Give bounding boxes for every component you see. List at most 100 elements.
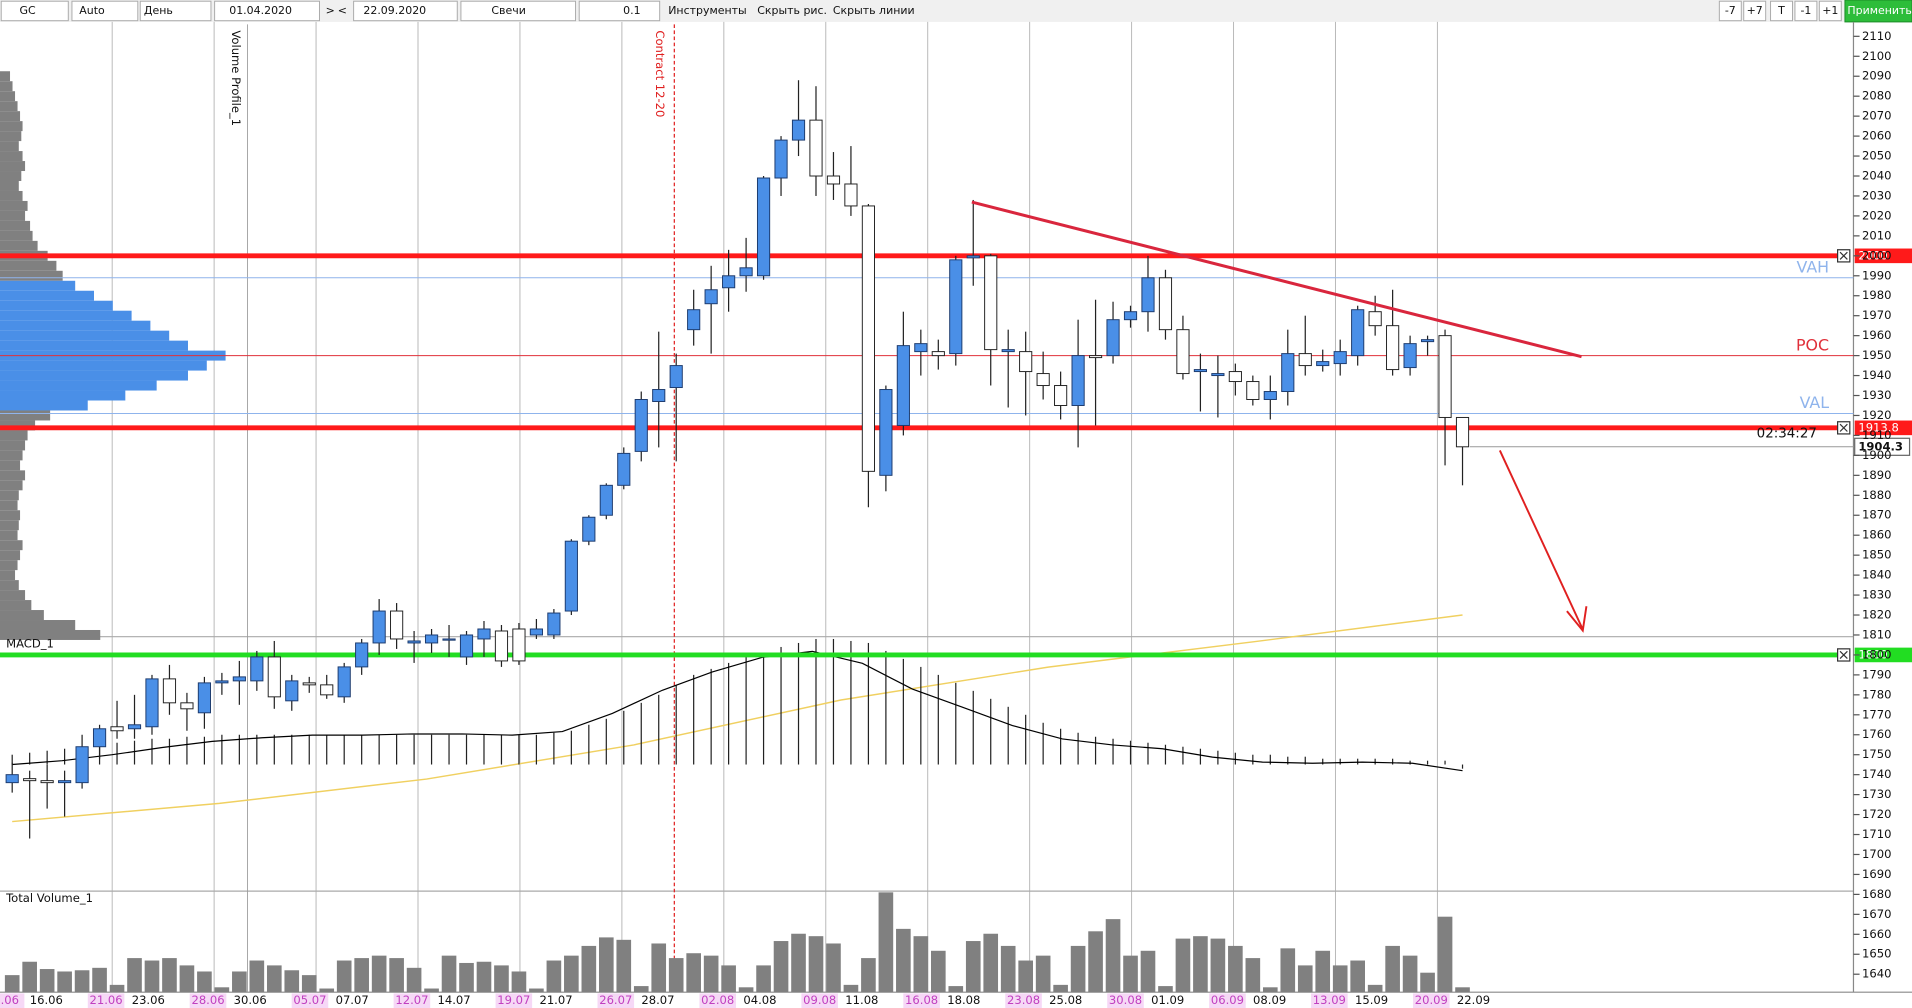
shift-button[interactable]: +7 (1747, 4, 1763, 17)
apply-button[interactable] (1844, 0, 1912, 23)
volume-bar (843, 984, 859, 993)
profile-bar (0, 490, 19, 501)
to-box[interactable] (353, 0, 458, 22)
shift-box[interactable] (1718, 0, 1742, 22)
y-tick-label: 1760 (1862, 727, 1891, 741)
shift-button[interactable]: +1 (1822, 4, 1838, 17)
candle-body (1141, 277, 1155, 313)
from-box[interactable] (214, 0, 320, 22)
volume-bar (1420, 972, 1435, 993)
shift-box[interactable] (1794, 0, 1818, 22)
from-date[interactable]: 01.04.2020 (229, 4, 292, 17)
y-tick-label: 1960 (1862, 328, 1891, 342)
volume-bar (756, 965, 771, 993)
period-box[interactable] (139, 0, 212, 22)
prev-button[interactable]: < (338, 4, 347, 17)
volume-bar (92, 967, 107, 993)
candle-body (1176, 329, 1190, 375)
y-tick-label: 1930 (1862, 388, 1891, 402)
tools-button[interactable]: Инструменты (668, 4, 746, 17)
shift-button[interactable]: -7 (1725, 4, 1736, 17)
y-tick-label: 2050 (1862, 149, 1891, 163)
profile-bar (0, 540, 23, 551)
period[interactable]: День (144, 4, 173, 17)
volume-bar (738, 987, 754, 993)
step-box[interactable] (578, 0, 661, 22)
forecast-arrow (1498, 450, 1584, 630)
x-tick-label: 20.09 (1415, 993, 1448, 1007)
volume-bar (1158, 986, 1173, 993)
y-tick-label: 2090 (1862, 69, 1891, 83)
shift-button[interactable]: T (1777, 4, 1785, 17)
y-tick-label: 1690 (1862, 867, 1891, 881)
next-button[interactable]: > (326, 4, 335, 17)
y-tick-label: 1920 (1862, 408, 1891, 422)
profile-bar (0, 390, 126, 401)
candle-body (1054, 385, 1068, 406)
volume-bar (371, 955, 387, 993)
volume-bar (424, 988, 439, 993)
last-price-label: 1904.3 (1858, 439, 1903, 453)
profile-bar (0, 310, 132, 321)
shift-button[interactable]: -1 (1800, 4, 1811, 17)
y-tick-label: 1660 (1862, 927, 1891, 941)
hide-lines-button[interactable]: Скрыть линии (833, 4, 915, 17)
y-tick-label: 1880 (1862, 488, 1891, 502)
volume-bar (179, 965, 195, 993)
step[interactable]: 0.1 (623, 4, 640, 17)
candle-body (180, 702, 194, 710)
candle-body (564, 540, 578, 612)
volume-bar (57, 971, 72, 993)
symbol-box[interactable] (0, 0, 69, 22)
profile-bar (0, 590, 26, 601)
candle-body (232, 676, 246, 682)
candle-body (337, 666, 351, 698)
weekend-label-bg (393, 993, 431, 1008)
level-label: 1913.8 (1858, 420, 1899, 434)
shift-box[interactable] (1743, 0, 1767, 22)
level-tag (1854, 647, 1912, 663)
candle-body (547, 612, 561, 636)
volume-bar (1455, 987, 1470, 993)
volume-bar (232, 971, 247, 993)
profile-bar (0, 91, 16, 102)
shift-box[interactable] (1818, 0, 1842, 22)
profile-bar (0, 370, 188, 381)
style-box[interactable] (460, 0, 577, 22)
y-tick-label: 2060 (1862, 129, 1891, 143)
profile-bar (0, 629, 101, 640)
profile-bar (0, 580, 19, 591)
volume-bar (983, 933, 999, 993)
profile-bar (0, 240, 38, 251)
shift-box[interactable] (1770, 0, 1793, 22)
profile-bar (0, 121, 23, 132)
weekend-label-bg (699, 993, 737, 1008)
scale-box[interactable] (71, 0, 139, 22)
volume-bar (861, 958, 876, 993)
x-tick-label: 25.08 (1049, 993, 1082, 1007)
candle-body (896, 345, 910, 426)
y-tick-label: 1710 (1862, 827, 1891, 841)
candle-body (652, 389, 666, 402)
y-tick-label: 2040 (1862, 169, 1891, 183)
candle-body (442, 638, 456, 641)
y-tick-label: 1780 (1862, 687, 1891, 701)
candle-body (267, 656, 281, 698)
to-date[interactable]: 22.09.2020 (363, 4, 426, 17)
x-tick-label: 26.07 (599, 993, 632, 1007)
profile-bar (0, 111, 21, 122)
profile-bar (0, 620, 76, 630)
profile-bar (0, 270, 63, 281)
candle-body (145, 678, 159, 728)
hide-drawings-button[interactable]: Скрыть рис. (757, 4, 827, 17)
apply-label[interactable]: Применить (1847, 4, 1911, 17)
profile-bar (0, 171, 22, 181)
candle-body (1316, 361, 1330, 367)
weekend-label-bg (189, 993, 227, 1008)
scale[interactable]: Auto (79, 4, 105, 17)
candle-body (861, 205, 875, 472)
volume-bar (773, 941, 789, 993)
chart-style[interactable]: Свечи (491, 4, 525, 17)
symbol[interactable]: GC (20, 4, 37, 17)
last-price-tag (1854, 437, 1911, 456)
